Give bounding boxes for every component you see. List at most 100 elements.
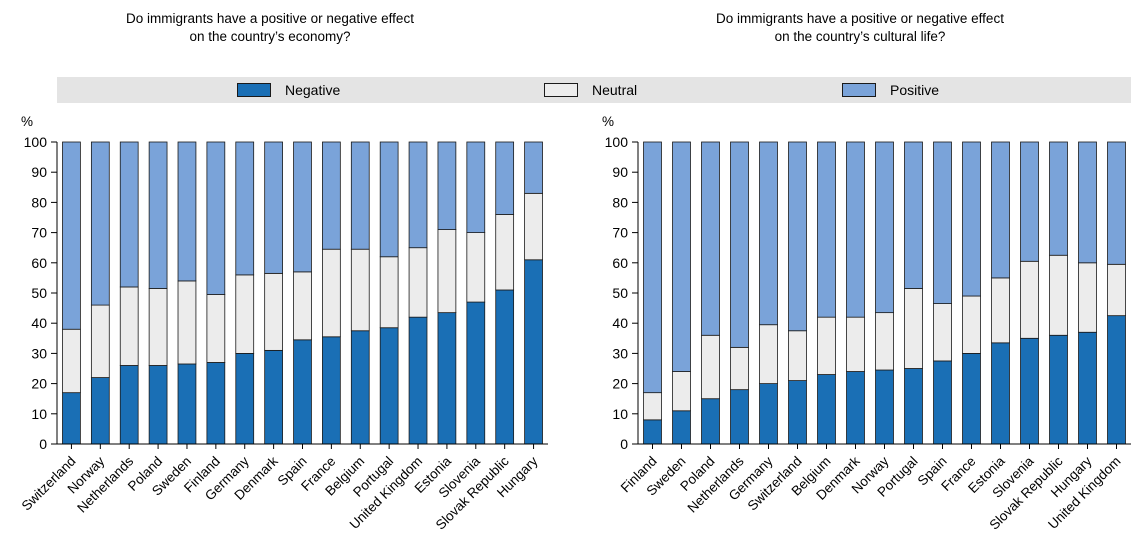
bar-neutral-slovenia: [466, 232, 486, 303]
chart-culture: %0102030405060708090100FinlandSwedenPola…: [602, 114, 1131, 533]
y-tick-label: 50: [612, 285, 628, 301]
legend-item-neutral: Neutral: [544, 77, 637, 103]
bar-negative-slovenia: [1020, 337, 1039, 445]
bar-positive-finland: [206, 141, 226, 295]
bar-negative-finland: [643, 419, 662, 445]
y-tick-label: 10: [31, 406, 47, 422]
bar-positive-netherlands: [730, 141, 749, 348]
y-tick-label: 20: [31, 376, 47, 392]
bar-neutral-germany: [759, 324, 778, 384]
bar-positive-hungary: [524, 141, 543, 194]
bar-negative-estonia: [437, 312, 457, 445]
y-tick-label: 60: [612, 255, 628, 271]
bar-positive-denmark: [846, 141, 865, 318]
bar-negative-spain: [293, 339, 312, 445]
legend: Negative Neutral Positive: [57, 77, 1131, 103]
bar-neutral-norway: [875, 312, 894, 371]
bar-negative-spain: [933, 360, 952, 445]
chart-title-economy-line-2: on the country’s economy?: [189, 29, 351, 44]
bar-positive-united-kingdom: [408, 141, 428, 249]
y-tick-label: 60: [31, 255, 47, 271]
bar-neutral-portugal: [379, 256, 399, 329]
legend-label-neutral: Neutral: [592, 82, 638, 98]
bar-negative-portugal: [379, 327, 399, 445]
bar-neutral-belgium: [817, 316, 836, 375]
chart-title-culture: Do immigrants have a positive or negativ…: [600, 10, 1120, 46]
y-tick-label: 20: [612, 376, 628, 392]
bar-negative-netherlands: [119, 365, 139, 445]
bar-negative-hungary: [1078, 331, 1097, 445]
bar-positive-switzerland: [788, 141, 807, 332]
chart-economy: %0102030405060708090100SwitzerlandNorway…: [19, 114, 548, 533]
bar-positive-portugal: [379, 141, 399, 258]
bar-negative-switzerland: [788, 380, 807, 445]
y-tick-label: 70: [612, 225, 628, 241]
bar-negative-united-kingdom: [1107, 315, 1126, 445]
bar-positive-germany: [759, 141, 778, 326]
bar-positive-slovak-republic: [1049, 141, 1068, 256]
bar-positive-estonia: [437, 141, 457, 230]
bar-negative-portugal: [904, 368, 923, 445]
bar-negative-denmark: [264, 349, 283, 445]
bar-positive-spain: [933, 141, 952, 304]
legend-swatch-neutral: [544, 83, 578, 97]
bar-positive-norway: [875, 141, 894, 314]
bar-neutral-finland: [643, 392, 662, 421]
y-axis-unit: %: [602, 114, 614, 129]
bar-neutral-portugal: [904, 288, 923, 369]
bar-neutral-finland: [206, 294, 226, 363]
bar-positive-estonia: [991, 141, 1010, 279]
legend-label-positive: Positive: [890, 82, 940, 98]
bar-negative-netherlands: [730, 389, 749, 445]
y-tick-label: 0: [620, 436, 628, 452]
bar-positive-united-kingdom: [1107, 141, 1126, 265]
y-tick-label: 0: [39, 436, 47, 452]
bar-positive-sweden: [177, 141, 197, 282]
bar-negative-belgium: [350, 330, 370, 445]
chart-title-culture-line-1: Do immigrants have a positive or negativ…: [716, 11, 1004, 26]
legend-item-negative: Negative: [237, 77, 340, 103]
y-tick-label: 10: [612, 406, 628, 422]
bar-negative-norway: [875, 369, 894, 445]
chart-title-culture-line-2: on the country’s cultural life?: [774, 29, 946, 44]
bar-positive-slovenia: [1020, 141, 1039, 262]
bar-positive-switzerland: [62, 141, 81, 330]
bar-positive-hungary: [1078, 141, 1097, 264]
y-tick-label: 90: [612, 164, 628, 180]
bar-neutral-united-kingdom: [1107, 263, 1126, 317]
bar-neutral-germany: [235, 274, 255, 354]
bar-neutral-netherlands: [730, 346, 749, 391]
bar-neutral-switzerland: [62, 328, 81, 394]
bar-positive-france: [322, 141, 341, 250]
bar-positive-finland: [643, 141, 662, 394]
bar-positive-slovenia: [466, 141, 486, 233]
bar-negative-sweden: [177, 363, 197, 445]
bar-negative-slovak-republic: [495, 289, 515, 445]
legend-item-positive: Positive: [842, 77, 939, 103]
bar-neutral-poland: [701, 334, 720, 400]
bar-negative-denmark: [846, 371, 865, 445]
bar-neutral-france: [962, 295, 981, 354]
bar-negative-united-kingdom: [408, 316, 428, 445]
bar-neutral-sweden: [177, 280, 197, 365]
y-tick-label: 100: [605, 134, 629, 150]
bar-positive-slovak-republic: [495, 141, 515, 215]
y-tick-label: 80: [612, 194, 628, 210]
bar-neutral-spain: [293, 271, 312, 341]
legend-label-negative: Negative: [285, 82, 341, 98]
y-tick-label: 30: [612, 345, 628, 361]
bar-negative-poland: [148, 365, 168, 445]
y-tick-label: 40: [31, 315, 47, 331]
bar-positive-netherlands: [119, 141, 139, 288]
bar-negative-germany: [759, 383, 778, 445]
bar-neutral-spain: [933, 303, 952, 362]
chart-title-economy-line-1: Do immigrants have a positive or negativ…: [126, 11, 414, 26]
bar-negative-belgium: [817, 374, 836, 445]
bar-negative-estonia: [991, 342, 1010, 445]
bar-neutral-norway: [90, 304, 110, 378]
y-tick-label: 40: [612, 315, 628, 331]
y-axis-unit: %: [21, 114, 33, 129]
bar-positive-france: [962, 141, 981, 297]
bar-neutral-estonia: [991, 277, 1010, 344]
